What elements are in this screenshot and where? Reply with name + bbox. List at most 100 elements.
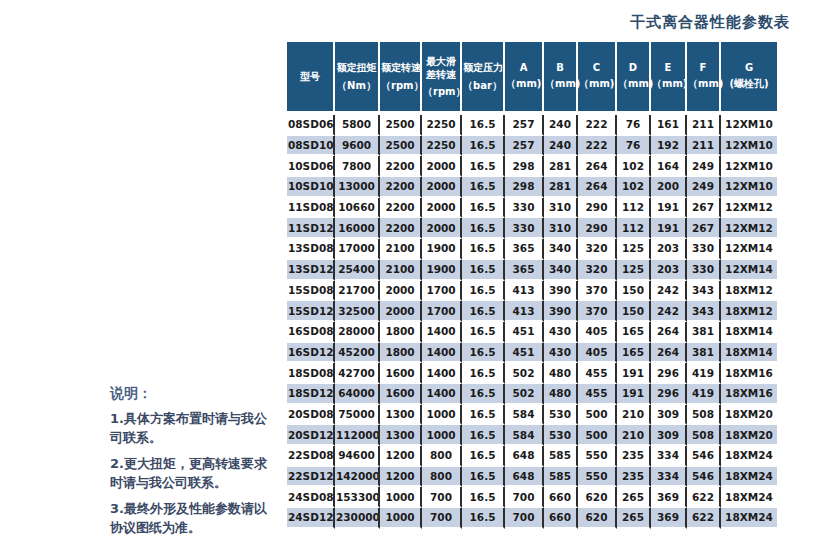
value-cell: 2200 — [380, 198, 422, 219]
value-cell: 16.5 — [462, 301, 505, 322]
table-row: 18SD08427001600140016.550248045519129641… — [287, 363, 777, 384]
value-cell: 622 — [687, 508, 721, 529]
column-header-unit: （mm) — [688, 77, 718, 91]
column-header-label: 最大滑差转速 — [423, 55, 459, 81]
value-cell: 18XM12 — [721, 301, 777, 322]
value-cell: 242 — [651, 281, 687, 302]
model-cell: 18SD08 — [287, 363, 335, 384]
column-header-dim-b: B（mm) — [544, 42, 578, 115]
value-cell: 16.5 — [462, 177, 505, 198]
header-row: 型号额定扭矩（Nm）额定转速（rpm）最大滑差转速（rpm）额定压力（bar）A… — [287, 42, 777, 115]
value-cell: 5800 — [335, 115, 380, 136]
value-cell: 622 — [687, 487, 721, 508]
value-cell: 1900 — [422, 260, 462, 281]
value-cell: 200 — [651, 177, 687, 198]
value-cell: 330 — [687, 260, 721, 281]
value-cell: 165 — [617, 343, 651, 364]
value-cell: 1600 — [380, 363, 422, 384]
value-cell: 18XM24 — [721, 446, 777, 467]
column-header-unit: （rpm） — [423, 85, 459, 99]
value-cell: 620 — [578, 508, 617, 529]
value-cell: 18XM24 — [721, 508, 777, 529]
value-cell: 16.5 — [462, 467, 505, 488]
value-cell: 334 — [651, 467, 687, 488]
value-cell: 550 — [578, 446, 617, 467]
value-cell: 1000 — [380, 487, 422, 508]
value-cell: 365 — [505, 260, 544, 281]
value-cell: 430 — [544, 322, 578, 343]
column-header-unit: （mm) — [545, 77, 575, 91]
value-cell: 500 — [578, 405, 617, 426]
column-header-label: G — [722, 62, 776, 73]
table-row: 16SD12452001800140016.545143040516526438… — [287, 343, 777, 364]
value-cell: 1300 — [380, 425, 422, 446]
value-cell: 660 — [544, 487, 578, 508]
value-cell: 191 — [651, 198, 687, 219]
table-row: 11SD08106602200200016.533031029011219126… — [287, 198, 777, 219]
value-cell: 1400 — [422, 363, 462, 384]
value-cell: 502 — [505, 384, 544, 405]
value-cell: 405 — [578, 343, 617, 364]
model-cell: 16SD08 — [287, 322, 335, 343]
value-cell: 660 — [544, 508, 578, 529]
column-header-label: D — [618, 62, 648, 73]
value-cell: 210 — [617, 425, 651, 446]
value-cell: 500 — [578, 425, 617, 446]
table-row: 10SD10130002200200016.529828126410220024… — [287, 177, 777, 198]
value-cell: 112000 — [335, 425, 380, 446]
model-cell: 11SD08 — [287, 198, 335, 219]
value-cell: 102 — [617, 156, 651, 177]
value-cell: 365 — [505, 239, 544, 260]
value-cell: 1400 — [422, 322, 462, 343]
table-row: 22SD0894600120080016.5648585550235334546… — [287, 446, 777, 467]
value-cell: 264 — [578, 177, 617, 198]
value-cell: 267 — [687, 218, 721, 239]
value-cell: 16.5 — [462, 487, 505, 508]
value-cell: 203 — [651, 239, 687, 260]
value-cell: 125 — [617, 239, 651, 260]
value-cell: 340 — [544, 260, 578, 281]
value-cell: 405 — [578, 322, 617, 343]
model-cell: 22SD08 — [287, 446, 335, 467]
value-cell: 413 — [505, 281, 544, 302]
value-cell: 203 — [651, 260, 687, 281]
value-cell: 16.5 — [462, 322, 505, 343]
value-cell: 2500 — [380, 136, 422, 157]
value-cell: 584 — [505, 425, 544, 446]
value-cell: 45200 — [335, 343, 380, 364]
value-cell: 320 — [578, 239, 617, 260]
value-cell: 153300 — [335, 487, 380, 508]
value-cell: 75000 — [335, 405, 380, 426]
value-cell: 249 — [687, 177, 721, 198]
value-cell: 310 — [544, 218, 578, 239]
model-cell: 24SD08 — [287, 487, 335, 508]
value-cell: 16.5 — [462, 405, 505, 426]
value-cell: 296 — [651, 384, 687, 405]
model-cell: 16SD12 — [287, 343, 335, 364]
value-cell: 700 — [422, 508, 462, 529]
table-row: 24SD08153300100070016.570066062026536962… — [287, 487, 777, 508]
value-cell: 343 — [687, 301, 721, 322]
value-cell: 290 — [578, 218, 617, 239]
value-cell: 800 — [422, 446, 462, 467]
value-cell: 1700 — [422, 281, 462, 302]
value-cell: 546 — [687, 446, 721, 467]
table-row: 11SD12160002200200016.533031029011219126… — [287, 218, 777, 239]
value-cell: 2000 — [380, 281, 422, 302]
value-cell: 2000 — [422, 218, 462, 239]
model-cell: 13SD08 — [287, 239, 335, 260]
table-row: 18SD12640001600140016.550248045519129641… — [287, 384, 777, 405]
value-cell: 1800 — [380, 343, 422, 364]
value-cell: 1400 — [422, 343, 462, 364]
model-cell: 18SD12 — [287, 384, 335, 405]
value-cell: 16.5 — [462, 281, 505, 302]
value-cell: 480 — [544, 384, 578, 405]
table-row: 13SD12254002100190016.536534032012520333… — [287, 260, 777, 281]
value-cell: 585 — [544, 446, 578, 467]
value-cell: 18XM14 — [721, 322, 777, 343]
table-row: 20SD08750001300100016.558453050021030950… — [287, 405, 777, 426]
value-cell: 334 — [651, 446, 687, 467]
value-cell: 18XM16 — [721, 363, 777, 384]
value-cell: 16.5 — [462, 384, 505, 405]
value-cell: 12XM10 — [721, 156, 777, 177]
